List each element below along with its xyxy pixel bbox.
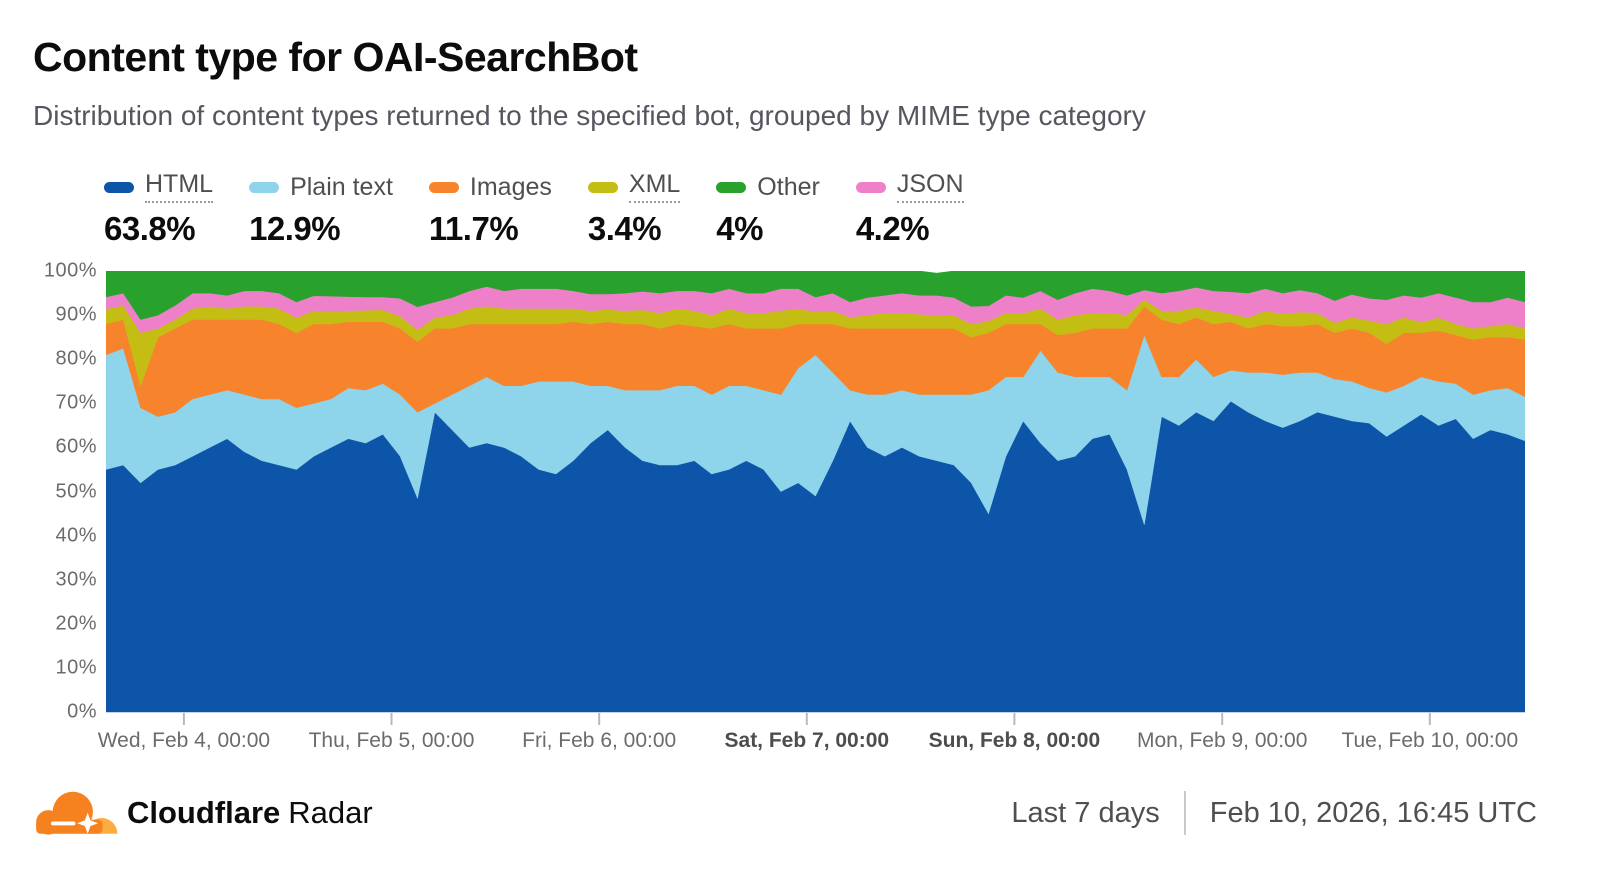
chart-plot-area[interactable]	[105, 270, 1526, 727]
legend-swatch	[587, 181, 618, 193]
y-axis-label: 20%	[55, 612, 97, 635]
page-title: Content type for OAI-SearchBot	[33, 34, 638, 80]
brand-text: Cloudflare Radar	[127, 795, 373, 831]
legend-item-images[interactable]: Images 11.7%	[428, 172, 552, 248]
legend-label: Other	[757, 172, 820, 201]
legend-swatch	[428, 181, 459, 193]
legend: HTML 63.8% Plain text 12.9% Images 11.7% XML 3.…	[104, 171, 964, 248]
y-axis-label: 30%	[55, 568, 97, 591]
legend-swatch	[249, 181, 280, 193]
y-axis-label: 90%	[55, 303, 97, 326]
y-axis-label: 70%	[55, 391, 97, 414]
y-axis: 100% 90% 80% 70% 60% 50% 40% 30% 20% 10% 0%	[0, 260, 97, 723]
legend-percentage: 4%	[716, 210, 763, 247]
legend-percentage: 12.9%	[249, 210, 341, 247]
cloudflare-logo-icon	[36, 791, 118, 835]
footer: Cloudflare Radar Last 7 days Feb 10, 2026…	[0, 778, 1600, 848]
brand-radar: Radar	[288, 795, 373, 830]
legend-item-plain-text[interactable]: Plain text 12.9%	[249, 172, 393, 248]
brand-cloudflare: Cloudflare	[127, 795, 281, 830]
x-axis-label: Sat, Feb 7, 00:00	[724, 729, 890, 752]
legend-swatch	[104, 181, 134, 193]
footer-meta: Last 7 days Feb 10, 2026, 16:45 UTC	[1011, 791, 1537, 835]
legend-label: XML	[628, 171, 681, 203]
legend-label: HTML	[145, 171, 214, 203]
legend-swatch	[855, 181, 886, 193]
x-axis-label: Tue, Feb 10, 00:00	[1341, 729, 1519, 752]
legend-label: JSON	[896, 171, 964, 203]
legend-percentage: 3.4%	[587, 210, 662, 247]
y-axis-label: 50%	[55, 480, 97, 502]
legend-percentage: 63.8%	[104, 210, 196, 247]
legend-item-xml[interactable]: XML 3.4%	[587, 171, 681, 248]
timestamp-label: Feb 10, 2026, 16:45 UTC	[1209, 796, 1537, 829]
legend-item-other[interactable]: Other 4%	[716, 172, 820, 248]
x-axis-label: Fri, Feb 6, 00:00	[522, 729, 677, 752]
legend-percentage: 4.2%	[855, 210, 930, 247]
stacked-area-chart[interactable]	[105, 270, 1526, 727]
page-subtitle: Distribution of content types returned t…	[33, 100, 1146, 131]
legend-label: Images	[469, 172, 552, 201]
y-axis-label: 40%	[55, 524, 97, 547]
y-axis-label: 80%	[55, 347, 97, 370]
y-axis-label: 0%	[67, 700, 97, 723]
x-axis-label: Thu, Feb 5, 00:00	[308, 729, 475, 752]
legend-item-json[interactable]: JSON 4.2%	[855, 171, 964, 248]
legend-swatch	[716, 181, 747, 193]
y-axis-label: 60%	[55, 435, 97, 458]
x-axis-label: Mon, Feb 9, 00:00	[1136, 729, 1308, 752]
divider	[1183, 791, 1186, 835]
x-axis: Wed, Feb 4, 00:00 Thu, Feb 5, 00:00 Fri, F…	[98, 729, 1525, 759]
y-axis-label: 10%	[55, 656, 97, 679]
x-axis-label: Sun, Feb 8, 00:00	[928, 729, 1101, 752]
y-axis-label: 100%	[43, 259, 97, 282]
legend-item-html[interactable]: HTML 63.8%	[104, 171, 214, 248]
legend-percentage: 11.7%	[428, 210, 519, 247]
date-range-label: Last 7 days	[1011, 796, 1160, 829]
x-axis-label: Wed, Feb 4, 00:00	[97, 729, 271, 752]
legend-label: Plain text	[290, 172, 393, 201]
